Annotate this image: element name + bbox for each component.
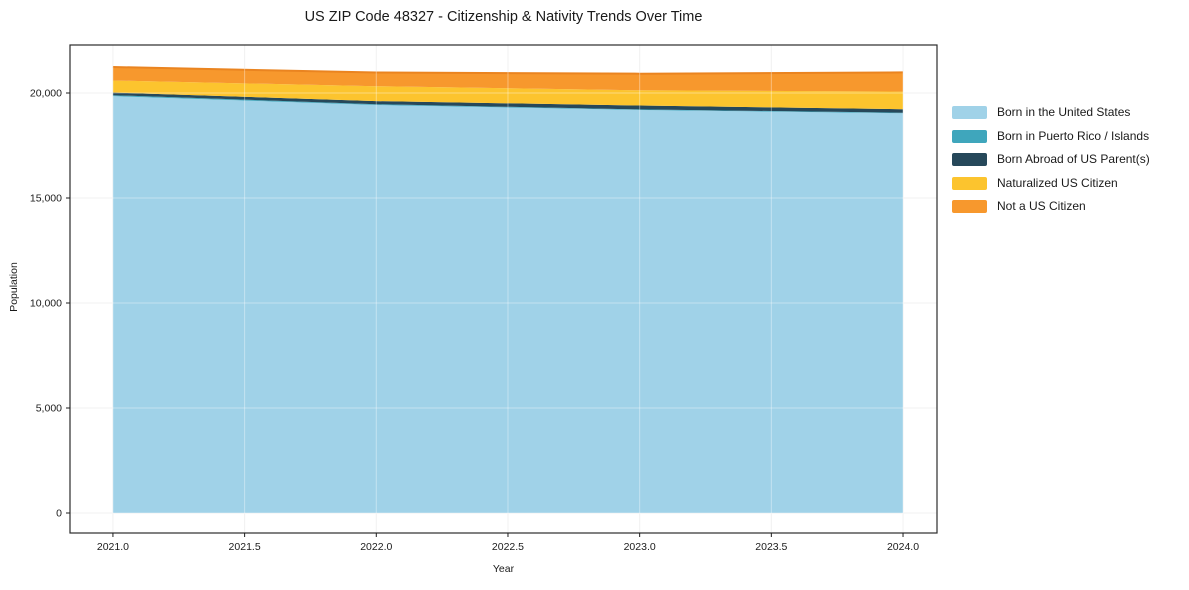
legend-item: Born in Puerto Rico / Islands	[952, 128, 1150, 143]
legend-item: Born in the United States	[952, 106, 1150, 119]
x-axis-label: Year	[492, 563, 515, 575]
legend-swatch-icon	[952, 153, 987, 166]
legend-item-label: Born in Puerto Rico / Islands	[997, 128, 1150, 143]
area-top-edge	[112, 66, 904, 75]
legend-item: Born Abroad of US Parent(s)	[952, 153, 1150, 166]
x-tick-label: 2021.0	[97, 541, 129, 553]
legend-swatch-icon	[952, 176, 987, 190]
legend-item: Naturalized US Citizen	[952, 175, 1150, 190]
y-tick-label: 0	[56, 508, 62, 520]
y-axis-label: Population	[8, 262, 20, 312]
legend-item-label: Born in the United States	[997, 105, 1131, 119]
area-series-born-in-the-united-states	[112, 96, 903, 513]
area-series-naturalized-us-citizen	[112, 80, 903, 110]
x-tick-label: 2024.0	[887, 541, 919, 553]
chart-title: US ZIP Code 48327 - Citizenship & Nativi…	[304, 9, 703, 25]
area-series-not-a-us-citizen	[112, 67, 903, 92]
legend-swatch-icon	[952, 106, 987, 119]
plot-border	[69, 44, 938, 534]
y-tick-label: 15,000	[30, 193, 62, 205]
x-tick-label: 2021.5	[229, 541, 261, 553]
legend: Born in the United States Born in Puerto …	[952, 106, 1150, 224]
legend-swatch-icon	[952, 200, 987, 213]
legend-swatch-icon	[952, 129, 987, 143]
legend-item: Not a US Citizen	[952, 200, 1150, 213]
x-tick-label: 2022.0	[360, 541, 392, 553]
y-tick-label: 5,000	[36, 403, 62, 415]
x-tick-label: 2023.0	[624, 541, 656, 553]
legend-item-label: Born Abroad of US Parent(s)	[997, 152, 1150, 166]
x-tick-label: 2022.5	[492, 541, 524, 553]
legend-item-label: Naturalized US Citizen	[997, 175, 1118, 190]
y-tick-label: 20,000	[30, 88, 62, 100]
area-series-born-abroad-of-us-parent-s	[112, 92, 903, 113]
legend-item-label: Not a US Citizen	[997, 199, 1086, 213]
x-tick-label: 2023.5	[755, 541, 787, 553]
y-tick-label: 10,000	[30, 298, 62, 310]
